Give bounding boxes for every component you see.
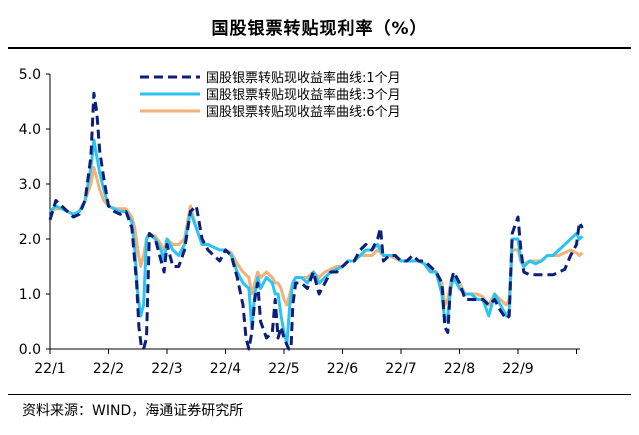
- x-tick-label: 22/3: [151, 361, 182, 377]
- legend-label: 国股银票转贴现收益率曲线:6个月: [206, 104, 401, 120]
- x-tick-label: 22/8: [444, 361, 475, 377]
- y-tick-label: 0.0: [19, 342, 41, 358]
- x-tick-label: 22/2: [93, 361, 124, 377]
- y-tick-label: 2.0: [19, 232, 41, 248]
- y-tick-label: 3.0: [19, 177, 41, 193]
- y-tick-label: 4.0: [19, 122, 41, 138]
- source-rule: [8, 394, 631, 395]
- x-tick-label: 22/5: [268, 361, 299, 377]
- x-tick-label: 22/6: [327, 361, 359, 377]
- x-tick-label: 22/9: [502, 361, 533, 377]
- axis-ticks: 0.0 1.0 2.0 3.0 4.0 5.0 22/1 22/2 22/3 22/4 22/5 22…: [19, 67, 577, 377]
- legend-label: 国股银票转贴现收益率曲线:1个月: [206, 70, 401, 86]
- series-lines: [48, 91, 584, 351]
- chart-title: 国股银票转贴现利率（%）: [211, 19, 428, 39]
- series-line-1m: [48, 91, 584, 351]
- x-tick-label: 22/1: [34, 361, 65, 377]
- series-line-3m: [48, 138, 584, 345]
- line-chart: 0.0 1.0 2.0 3.0 4.0 5.0 22/1 22/2 22/3 22/4 22/5 22…: [19, 67, 584, 377]
- x-tick-label: 22/4: [210, 361, 242, 377]
- legend-label: 国股银票转贴现收益率曲线:3个月: [206, 87, 401, 103]
- x-tick-label: 22/7: [385, 361, 416, 377]
- y-tick-label: 1.0: [19, 287, 41, 303]
- y-tick-label: 5.0: [19, 67, 41, 83]
- chart-legend: 国股银票转贴现收益率曲线:1个月国股银票转贴现收益率曲线:3个月国股银票转贴现收…: [140, 70, 401, 120]
- source-note: 资料来源：WIND，海通证券研究所: [22, 403, 244, 419]
- title-rule: [8, 47, 631, 49]
